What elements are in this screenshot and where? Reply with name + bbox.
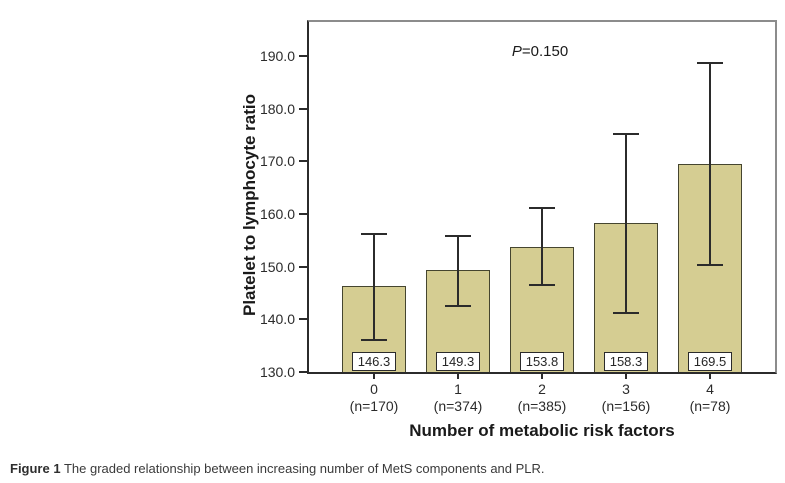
error-bar-line bbox=[373, 234, 375, 340]
error-bar-line bbox=[625, 133, 627, 313]
error-bar-line bbox=[541, 207, 543, 286]
y-axis-tick bbox=[299, 318, 307, 321]
error-bar-cap-top bbox=[697, 62, 723, 65]
x-axis-tick bbox=[541, 374, 543, 379]
figure-caption: Figure 1 The graded relationship between… bbox=[10, 460, 780, 477]
error-bar-cap-bottom bbox=[697, 263, 723, 266]
error-bar-line bbox=[457, 235, 459, 307]
bar-value-label: 149.3 bbox=[436, 352, 480, 371]
error-bar-line bbox=[709, 63, 711, 265]
x-category-value: 0 bbox=[370, 381, 378, 397]
x-axis-title: Number of metabolic risk factors bbox=[409, 421, 675, 440]
y-axis-tick bbox=[299, 107, 307, 110]
x-category-label: 0 (n=170) bbox=[329, 381, 419, 415]
y-axis-tick bbox=[299, 265, 307, 268]
y-axis-tick bbox=[299, 371, 307, 373]
p-value-number: =0.150 bbox=[521, 43, 569, 60]
error-bar-cap-top bbox=[613, 132, 639, 135]
p-value-annotation: P=0.150 bbox=[440, 43, 640, 60]
y-axis-tick-label: 170.0 bbox=[259, 153, 295, 170]
x-axis-tick bbox=[457, 374, 459, 379]
x-category-value: 3 bbox=[622, 381, 630, 397]
x-category-value: 1 bbox=[454, 381, 462, 397]
plot-area: P=0.150 130.0 140.0 150.0 160.0 170.0 180.0 19… bbox=[260, 20, 777, 414]
x-category-value: 2 bbox=[538, 381, 546, 397]
y-axis-tick-label: 190.0 bbox=[259, 48, 295, 65]
x-category-count: (n=170) bbox=[349, 398, 399, 414]
bar-value-label: 153.8 bbox=[520, 352, 564, 371]
y-axis-tick-label: 140.0 bbox=[259, 311, 295, 328]
y-axis-tick bbox=[299, 213, 307, 216]
y-axis-tick-label: 160.0 bbox=[259, 206, 295, 223]
x-axis-tick bbox=[373, 374, 375, 379]
x-category-count: (n=385) bbox=[517, 398, 567, 414]
error-bar-cap-top bbox=[361, 233, 387, 236]
bar-value-label: 158.3 bbox=[604, 352, 648, 371]
figure-caption-text: The graded relationship between increasi… bbox=[60, 461, 545, 476]
x-category-count: (n=156) bbox=[601, 398, 651, 414]
x-axis-tick bbox=[625, 374, 627, 379]
error-bar-cap-bottom bbox=[445, 305, 471, 308]
y-axis-tick-label: 180.0 bbox=[259, 100, 295, 117]
x-axis-tick bbox=[709, 374, 711, 379]
figure-caption-label: Figure 1 bbox=[10, 461, 61, 476]
p-value-symbol: P bbox=[511, 43, 522, 60]
x-category-count: (n=78) bbox=[689, 398, 731, 414]
x-category-label: 3 (n=156) bbox=[581, 381, 671, 415]
bar-value-label: 146.3 bbox=[352, 352, 396, 371]
error-bar-cap-top bbox=[529, 206, 555, 209]
x-category-label: 2 (n=385) bbox=[497, 381, 587, 415]
x-category-label: 1 (n=374) bbox=[413, 381, 503, 415]
y-axis-tick bbox=[299, 160, 307, 163]
error-bar-cap-bottom bbox=[613, 311, 639, 314]
x-category-label: 4 (n=78) bbox=[665, 381, 755, 415]
error-bar-cap-bottom bbox=[361, 338, 387, 341]
y-axis-tick-label: 130.0 bbox=[259, 364, 295, 380]
error-bar-cap-bottom bbox=[529, 284, 555, 287]
bar-value-label: 169.5 bbox=[688, 352, 732, 371]
error-bar-cap-top bbox=[445, 234, 471, 237]
y-axis-tick bbox=[299, 55, 307, 58]
x-category-value: 4 bbox=[706, 381, 714, 397]
x-category-count: (n=374) bbox=[433, 398, 483, 414]
y-axis-tick-label: 150.0 bbox=[259, 258, 295, 275]
